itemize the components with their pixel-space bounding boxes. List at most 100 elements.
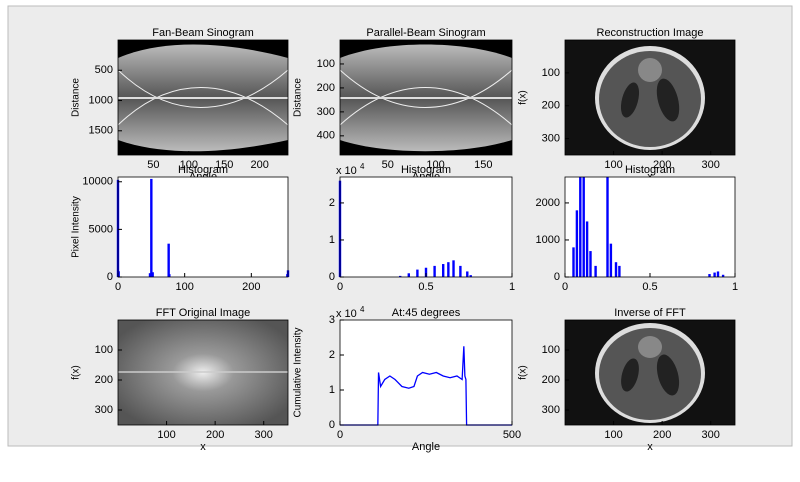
y-scale-power: 4	[360, 305, 365, 314]
histogram-bar	[469, 275, 472, 277]
x-tick-label: 0	[115, 281, 121, 293]
x-tick-label: 200	[242, 281, 260, 293]
x-tick-label: 150	[474, 159, 492, 171]
x-tick-label: 1	[732, 281, 738, 293]
x-tick-label: 200	[653, 159, 671, 171]
axes-background	[340, 177, 512, 277]
x-axis-label: Angle	[412, 441, 440, 453]
histogram-bar	[424, 267, 428, 277]
x-tick-label: 0.5	[642, 281, 657, 293]
y-tick-label: 0	[554, 271, 560, 283]
y-tick-label: 400	[317, 130, 335, 142]
x-tick-label: 100	[604, 159, 622, 171]
y-tick-label: 100	[542, 67, 560, 79]
parallel-sinogram-image	[339, 40, 513, 155]
y-scale-note: x 10	[336, 165, 357, 177]
histogram-bar	[594, 265, 597, 277]
y-tick-label: 1500	[89, 125, 113, 137]
histogram-bar	[459, 265, 462, 277]
y-tick-label: 100	[317, 58, 335, 70]
y-tick-label: 300	[542, 404, 560, 416]
axes-box	[117, 176, 289, 278]
axes-title: Histogram	[401, 164, 451, 176]
y-tick-label: 3	[329, 314, 335, 326]
x-tick-label: 0	[562, 281, 568, 293]
y-tick-label: 300	[317, 106, 335, 118]
y-scale-power: 4	[360, 162, 365, 171]
histogram-bar	[579, 177, 582, 277]
histogram-bar	[721, 274, 725, 277]
histogram-bar	[572, 247, 575, 277]
y-tick-label: 100	[542, 344, 560, 356]
histogram-bar	[466, 271, 469, 277]
histogram-bar	[716, 271, 720, 277]
histogram-bar	[167, 243, 170, 277]
histogram-bar	[589, 251, 592, 277]
y-tick-label: 300	[542, 132, 560, 144]
axes-background	[340, 320, 512, 425]
axes-box	[339, 39, 513, 156]
histogram-bar	[609, 243, 613, 277]
axes-box	[339, 319, 513, 426]
histogram-bar	[150, 178, 153, 277]
histogram-bar	[151, 272, 154, 277]
y-tick-label: 0	[329, 271, 335, 283]
y-axis-label: Cumulative Intensity	[293, 327, 304, 417]
histogram-bar	[708, 274, 711, 277]
y-tick-label: 2	[329, 349, 335, 361]
x-tick-label: 0.5	[418, 281, 433, 293]
y-tick-label: 200	[542, 100, 560, 112]
histogram-bar	[168, 274, 171, 277]
data-line	[340, 346, 512, 426]
x-tick-label: 100	[175, 281, 193, 293]
histogram-bar	[433, 265, 436, 277]
y-axis-label: f(x)	[518, 365, 529, 379]
y-axis-label: Distance	[71, 78, 82, 117]
histogram-bar	[618, 265, 621, 277]
y-axis-label: Pixel Intensity	[71, 196, 82, 258]
y-axis-label: Distance	[293, 78, 304, 117]
axes-title: Inverse of FFT	[614, 307, 686, 319]
axes-title: FFT Original Image	[156, 307, 251, 319]
y-tick-label: 5000	[89, 223, 113, 235]
histogram-bar	[442, 264, 445, 277]
histogram-bar	[452, 260, 455, 277]
histogram-bar	[713, 272, 716, 277]
x-tick-label: 300	[702, 159, 720, 171]
y-axis-label: f(x)	[71, 365, 82, 379]
x-tick-label: 200	[653, 429, 671, 441]
axes-background	[565, 177, 735, 277]
histogram-bar	[575, 210, 579, 277]
inverse-fft-image	[565, 320, 735, 425]
histogram-bar	[447, 262, 450, 277]
x-tick-label: 0	[337, 429, 343, 441]
x-tick-label: 50	[382, 159, 394, 171]
axes-title: At:45 degrees	[392, 307, 461, 319]
histogram-bar	[399, 275, 402, 277]
x-tick-label: 1	[509, 281, 515, 293]
histogram-bar	[148, 273, 152, 277]
histogram-bar	[585, 221, 589, 277]
histogram-bar	[407, 273, 410, 277]
y-tick-label: 200	[542, 374, 560, 386]
y-tick-label: 0	[329, 419, 335, 431]
axes-title: Fan-Beam Sinogram	[152, 27, 254, 39]
y-tick-label: 1000	[536, 234, 560, 246]
axes-box	[564, 39, 736, 156]
y-tick-label: 0	[107, 271, 113, 283]
reconstruction-image	[565, 40, 735, 155]
axes-title: Reconstruction Image	[597, 27, 704, 39]
y-scale-note: x 10	[336, 308, 357, 320]
y-tick-label: 1000	[89, 94, 113, 106]
axes-box	[117, 39, 289, 156]
y-tick-label: 300	[95, 404, 113, 416]
histogram-bar	[582, 177, 585, 277]
y-axis-label: f(x)	[518, 90, 529, 104]
x-tick-label: 0	[337, 281, 343, 293]
axes-title: Histogram	[178, 164, 228, 176]
fft-image	[118, 320, 288, 425]
histogram-bar	[606, 177, 609, 277]
y-tick-label: 1	[329, 234, 335, 246]
fan-sinogram-image	[117, 40, 289, 155]
